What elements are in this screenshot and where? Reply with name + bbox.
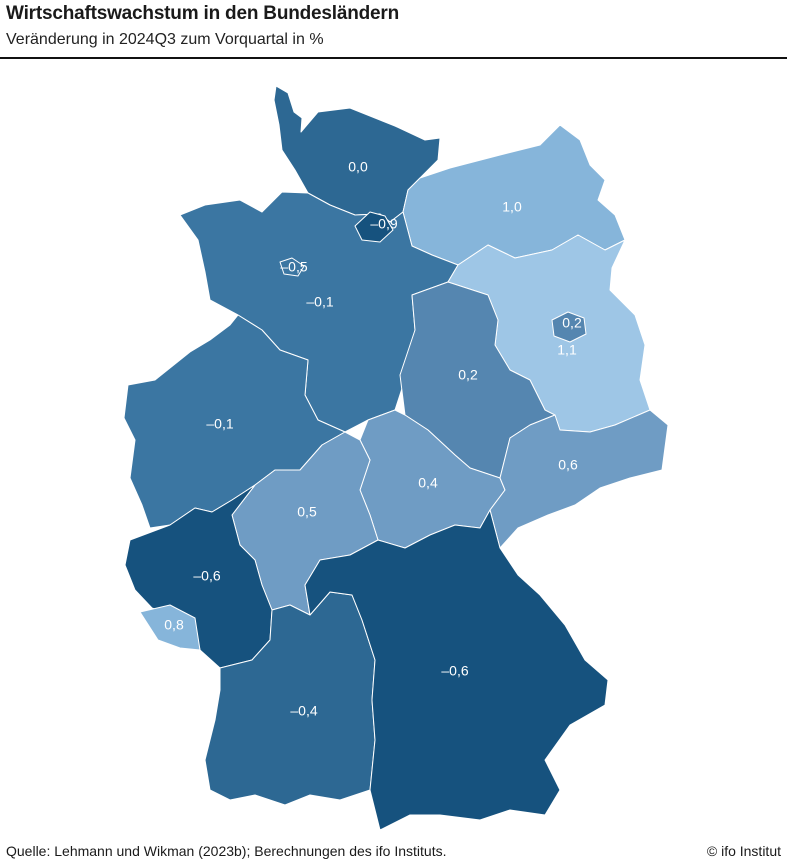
label-mecklenburg-vorpommern: 1,0	[502, 199, 522, 215]
region-bremen	[279, 257, 305, 277]
label-sachsen-anhalt: 0,2	[458, 367, 478, 383]
region-berlin	[551, 311, 587, 343]
label-schleswig-holstein: 0,0	[348, 159, 368, 175]
label-berlin: 0,2	[562, 315, 582, 331]
label-niedersachsen: –0,1	[306, 294, 333, 310]
label-nordrhein-westfalen: –0,1	[206, 416, 233, 432]
title-divider	[0, 57, 787, 59]
region-hamburg	[354, 211, 394, 243]
label-sachsen: 0,6	[558, 457, 578, 473]
label-bremen: –0,5	[280, 259, 307, 275]
label-bayern: –0,6	[441, 663, 468, 679]
region-saarland	[139, 604, 201, 651]
page-title: Wirtschaftswachstum in den Bundesländern	[6, 3, 400, 24]
region-bayern	[304, 509, 609, 831]
label-saarland: 0,8	[164, 617, 184, 633]
label-thueringen: 0,4	[418, 475, 438, 491]
page-subtitle: Veränderung in 2024Q3 zum Vorquartal in …	[6, 31, 324, 48]
label-rheinland-pfalz: –0,6	[193, 568, 220, 584]
label-baden-wuerttemberg: –0,4	[290, 703, 317, 719]
source-note: Quelle: Lehmann und Wikman (2023b); Bere…	[6, 843, 447, 859]
label-hessen: 0,5	[297, 504, 317, 520]
label-brandenburg: 1,1	[557, 342, 577, 358]
label-hamburg: –0,9	[370, 216, 397, 232]
copyright-note: © ifo Institut	[706, 843, 781, 859]
